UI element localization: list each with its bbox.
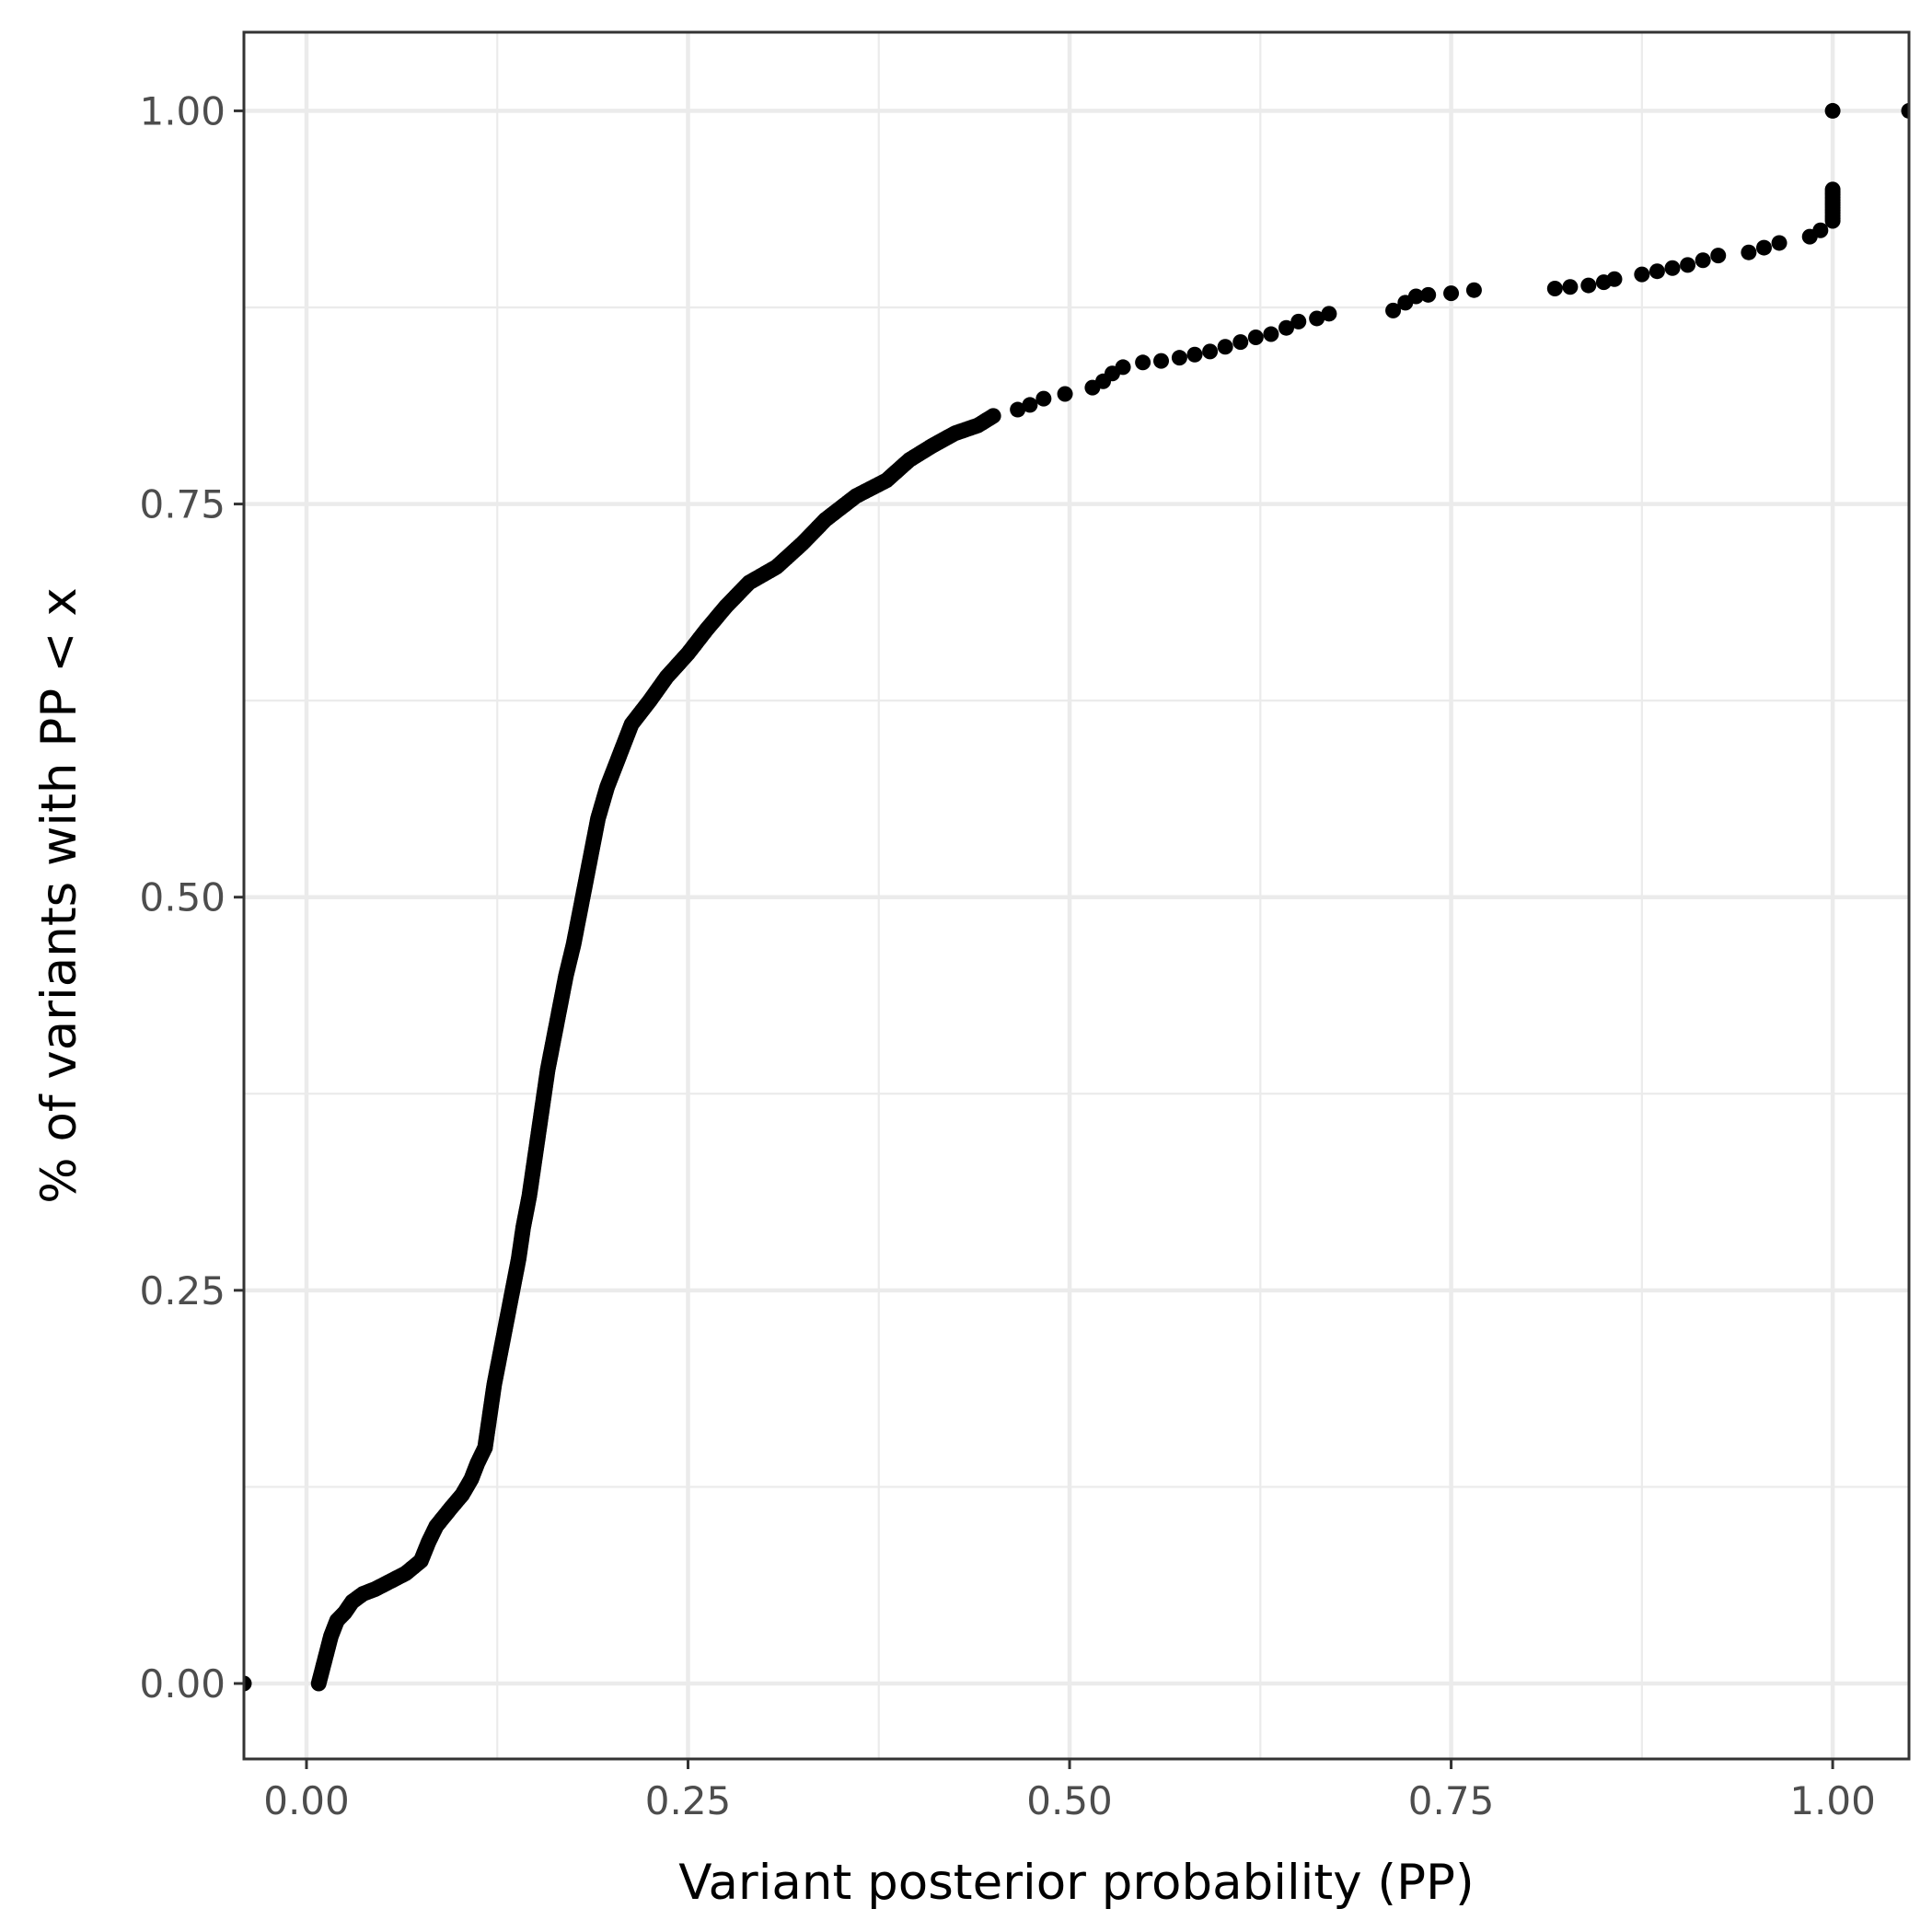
axis-ticks [234,109,1834,1769]
data-point [1741,244,1757,260]
data-points [244,102,1909,1692]
data-point [1824,102,1841,119]
y-tick-label: 0.25 [139,1268,226,1313]
data-point [1309,310,1325,327]
x-axis-title: Variant posterior probability (PP) [678,1855,1474,1911]
data-point [1385,302,1402,318]
y-axis-title: % of variants with PP < x [31,587,87,1204]
data-point [1153,353,1170,369]
x-tick-label: 1.00 [1789,1778,1876,1823]
data-point [1755,239,1772,256]
data-point [1420,286,1437,303]
data-point [1186,346,1203,363]
data-point [1710,248,1727,264]
data-point [1580,277,1597,294]
data-point [1278,319,1294,336]
data-point [1202,343,1219,360]
data-point [1290,313,1307,330]
y-tick-label: 0.50 [139,875,226,920]
data-point [1010,401,1026,418]
x-tick-label: 0.50 [1026,1778,1113,1823]
y-axis-tick-labels: 0.00 0.25 0.50 0.75 1.00 [139,88,226,1706]
data-point [1771,235,1787,251]
data-point [1263,326,1279,342]
data-point [1171,350,1187,366]
data-point [1022,397,1038,413]
data-point [1247,329,1264,345]
x-tick-label: 0.75 [1408,1778,1495,1823]
data-point [1546,280,1563,296]
data-point [1115,359,1131,376]
panel-border [242,30,1911,1761]
y-tick-label: 0.75 [139,482,226,527]
data-point [1465,282,1482,298]
data-point [1606,271,1623,287]
data-point [244,1675,252,1692]
y-tick-label: 0.00 [139,1661,226,1706]
data-point [1824,181,1841,198]
data-point [1407,288,1424,305]
data-point [1634,266,1650,283]
x-axis-tick-labels: 0.00 0.25 0.50 0.75 1.00 [263,1778,1876,1823]
data-point [1443,285,1460,302]
data-point [1232,334,1249,351]
data-point [1664,260,1681,276]
x-tick-label: 0.25 [645,1778,732,1823]
data-point [1812,222,1829,238]
y-tick-label: 1.00 [139,88,226,133]
data-point [985,408,1001,424]
data-point [1649,263,1665,280]
data-point [1035,390,1052,407]
data-point [1695,252,1711,269]
grid-lines [244,32,1909,1759]
data-point [1217,339,1233,355]
data-point [1057,386,1073,402]
data-point [1562,279,1579,295]
x-tick-label: 0.00 [263,1778,350,1823]
data-point [1135,354,1151,371]
data-point [1901,102,1909,119]
data-point [1321,306,1337,322]
data-point [1680,257,1696,273]
